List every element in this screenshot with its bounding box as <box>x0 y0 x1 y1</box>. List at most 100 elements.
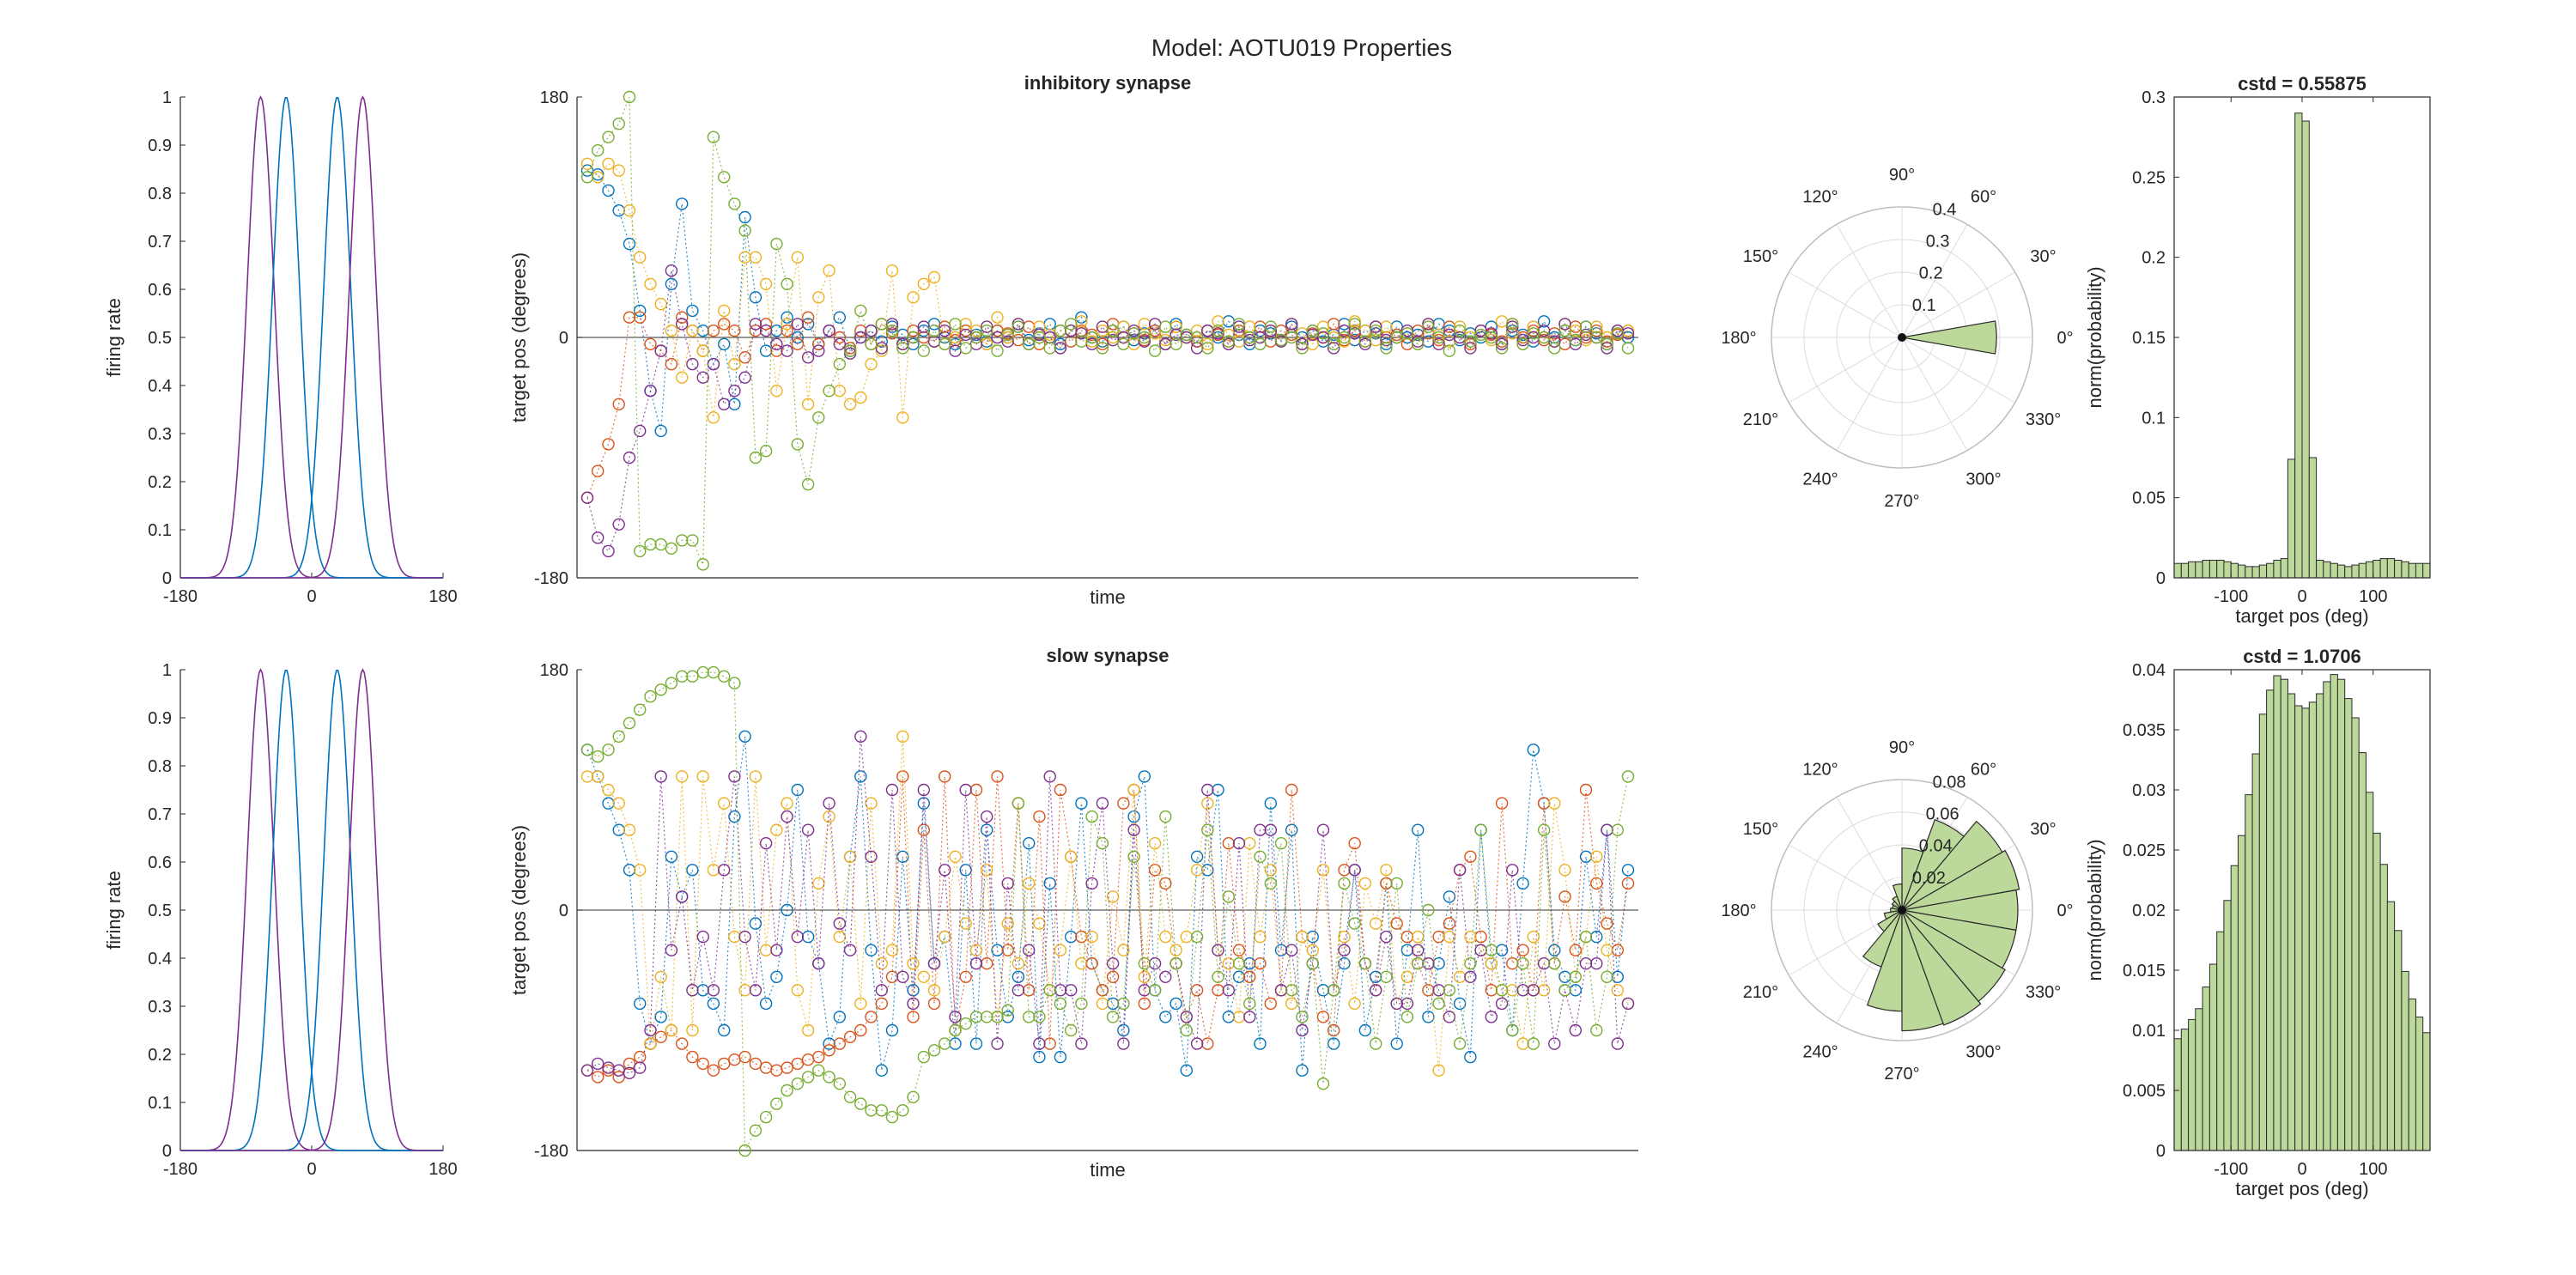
data-point <box>980 956 993 970</box>
data-point <box>927 318 941 331</box>
data-point <box>1464 342 1477 355</box>
data-point <box>812 956 825 970</box>
data-point <box>1159 810 1172 823</box>
data-point <box>1516 984 1529 997</box>
data-point <box>1201 342 1214 355</box>
data-point <box>1075 956 1088 970</box>
data-point <box>707 411 720 424</box>
data-point <box>602 783 615 797</box>
data-point <box>823 1071 835 1084</box>
data-point <box>770 237 783 251</box>
data-point <box>749 770 762 783</box>
polar-grid-spoke <box>1789 844 1903 911</box>
data-point <box>980 320 993 333</box>
data-point <box>896 337 909 350</box>
data-point <box>1138 331 1151 344</box>
data-point <box>676 770 689 783</box>
data-point <box>634 864 647 877</box>
histogram-bar <box>2245 566 2253 579</box>
data-point <box>865 325 878 337</box>
data-point <box>1411 944 1425 956</box>
data-point <box>1190 331 1204 344</box>
data-point <box>801 311 815 324</box>
data-point <box>1316 864 1330 877</box>
x-tick-label: 0 <box>307 1160 316 1179</box>
data-point <box>791 930 804 944</box>
data-point <box>1516 944 1529 956</box>
data-point <box>1569 970 1583 984</box>
data-point <box>665 357 678 371</box>
data-point <box>592 1057 605 1071</box>
data-point <box>1180 1011 1194 1023</box>
data-point <box>969 331 983 344</box>
data-point <box>1106 970 1120 984</box>
data-point <box>1296 1023 1309 1037</box>
data-point <box>949 318 962 331</box>
data-point <box>592 464 605 477</box>
data-point <box>1222 984 1236 997</box>
data-point <box>580 770 594 783</box>
data-point <box>770 344 783 357</box>
data-point <box>781 311 793 324</box>
data-point <box>1212 970 1224 984</box>
data-point <box>1212 325 1224 337</box>
data-point <box>1369 970 1382 984</box>
data-point <box>1096 837 1109 850</box>
data-point <box>602 184 615 197</box>
data-point <box>1516 956 1529 970</box>
data-point <box>1106 325 1120 337</box>
histogram-bar <box>2372 560 2381 579</box>
data-point <box>1495 984 1509 997</box>
data-point <box>1085 956 1098 970</box>
tuning-curves-bottom: 00.10.20.30.40.50.60.70.80.91-180 0 180fir… <box>103 661 458 1179</box>
data-point <box>654 1030 667 1044</box>
y-tick-label: 0.1 <box>2142 409 2166 428</box>
data-point <box>969 1011 983 1023</box>
histogram-bar <box>2308 701 2318 1151</box>
data-point <box>1075 311 1088 324</box>
data-point <box>1190 325 1204 337</box>
data-point <box>1274 837 1288 850</box>
data-point <box>770 823 783 836</box>
data-point <box>1306 337 1319 350</box>
data-point <box>686 864 699 877</box>
data-point <box>875 956 889 970</box>
data-point <box>791 1057 804 1071</box>
data-point <box>738 371 751 384</box>
data-point <box>592 770 605 783</box>
data-point <box>980 810 993 823</box>
data-point <box>1264 823 1278 836</box>
y-tick-label: 0.1 <box>148 521 172 540</box>
data-point <box>634 1050 647 1064</box>
data-point <box>1558 325 1571 337</box>
data-point <box>812 1050 825 1064</box>
data-point <box>602 1061 615 1074</box>
data-point <box>707 997 720 1011</box>
data-point <box>738 210 751 224</box>
data-point <box>1338 944 1351 956</box>
data-point <box>1485 984 1498 997</box>
data-point <box>1369 1037 1382 1050</box>
y-tick-label: 0.04 <box>2132 661 2166 680</box>
data-point <box>823 1037 835 1050</box>
data-point <box>1148 344 1162 357</box>
data-point <box>749 318 762 331</box>
data-point <box>728 1053 741 1066</box>
data-point <box>1001 944 1014 956</box>
data-point <box>749 917 762 930</box>
data-point <box>1222 335 1236 348</box>
data-point <box>1506 320 1519 333</box>
data-point <box>885 1110 899 1124</box>
tuning-curve-3 <box>180 97 443 579</box>
data-point <box>770 944 783 956</box>
data-point <box>1369 325 1382 337</box>
data-point <box>1085 930 1098 944</box>
x-axis-label: target pos (deg) <box>2235 1178 2368 1199</box>
data-point <box>623 451 636 464</box>
data-point <box>1190 342 1204 355</box>
data-point <box>1579 320 1593 333</box>
histogram-bar <box>2358 562 2366 579</box>
histogram-bar <box>2188 561 2196 579</box>
data-point <box>991 1037 1004 1050</box>
data-point <box>1001 1011 1014 1023</box>
